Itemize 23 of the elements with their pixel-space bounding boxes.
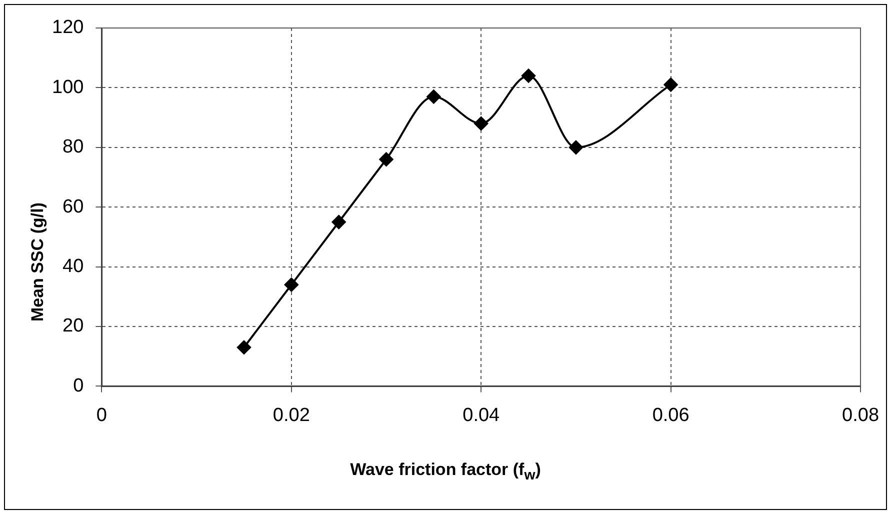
- y-axis-title: Mean SSC (g/l): [28, 202, 48, 322]
- point: [284, 278, 298, 292]
- point: [236, 340, 251, 354]
- x-tick-label: 0.08: [842, 404, 879, 426]
- y-tick-label: 80: [62, 136, 84, 158]
- x-tick-label: 0.04: [462, 404, 500, 426]
- point: [474, 116, 488, 131]
- point: [664, 78, 678, 92]
- point: [379, 152, 394, 166]
- y-tick-label: 120: [52, 17, 84, 38]
- y-tick-label: 60: [62, 196, 84, 218]
- point: [332, 215, 346, 230]
- x-axis-title: Wave friction factor (f$_{w}$): [349, 460, 542, 484]
- y-tick-label: 100: [52, 76, 84, 98]
- x-tick-label: 0.02: [272, 404, 310, 426]
- point: [568, 140, 583, 154]
- x-tick-label: 0.06: [652, 404, 690, 426]
- x-tick-label: 0: [96, 404, 107, 426]
- point: [426, 90, 441, 104]
- y-tick-label: 40: [62, 256, 84, 278]
- point: [522, 68, 536, 83]
- y-tick-label: 0: [73, 375, 84, 396]
- y-tick-label: 20: [62, 316, 84, 337]
